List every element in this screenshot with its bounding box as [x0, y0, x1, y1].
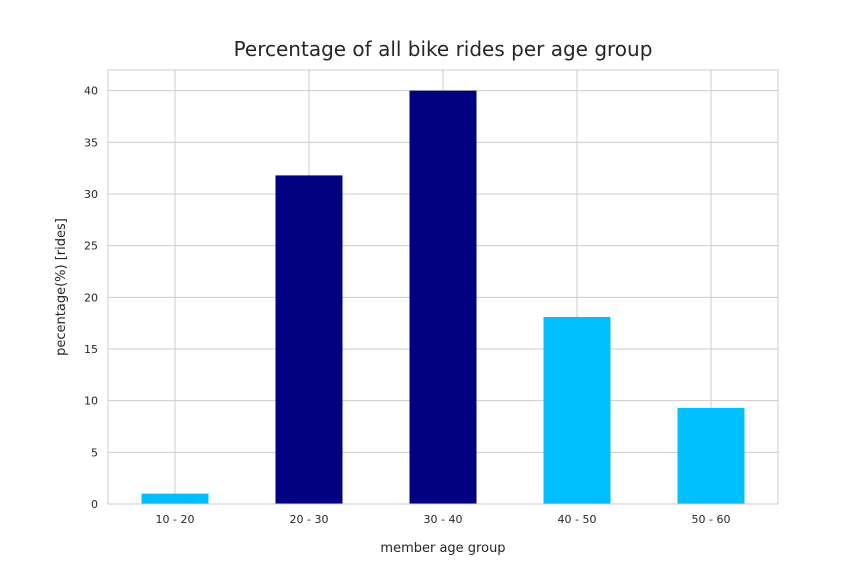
x-tick-label: 40 - 50	[558, 513, 597, 526]
x-tick-label: 50 - 60	[692, 513, 731, 526]
x-tick-label: 20 - 30	[290, 513, 329, 526]
bar	[677, 407, 745, 504]
y-axis-label: pecentage(%) [rides]	[54, 218, 69, 356]
y-tick-label: 0	[91, 498, 98, 511]
y-tick-label: 5	[91, 446, 98, 459]
y-tick-label: 10	[84, 395, 98, 408]
y-tick-label: 25	[84, 240, 98, 253]
y-tick-label: 15	[84, 343, 98, 356]
x-tick-label: 10 - 20	[156, 513, 195, 526]
plot-frame	[107, 69, 779, 505]
bar	[275, 175, 343, 504]
x-tick-labels: 10 - 20 20 - 30 30 - 40 40 - 50 50 - 60	[156, 513, 731, 526]
bar	[543, 316, 611, 504]
bar	[141, 493, 209, 504]
chart-title: Percentage of all bike rides per age gro…	[234, 37, 653, 61]
bar	[409, 90, 477, 505]
x-axis-label: member age group	[380, 541, 505, 556]
y-tick-label: 30	[84, 188, 98, 201]
x-tick-label: 30 - 40	[424, 513, 463, 526]
y-tick-labels: 0 5 10 15 20 25 30 35 40	[84, 85, 98, 511]
y-tick-label: 35	[84, 136, 98, 149]
y-tick-label: 40	[84, 85, 98, 98]
y-tick-label: 20	[84, 291, 98, 304]
bars	[141, 90, 745, 505]
